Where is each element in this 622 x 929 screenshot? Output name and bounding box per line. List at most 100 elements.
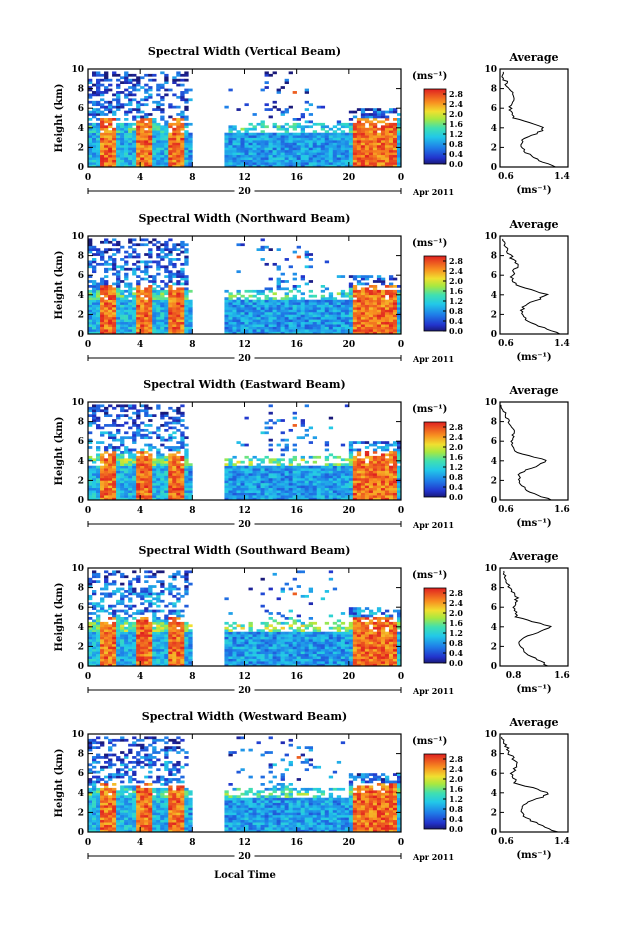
heatmap-cell	[96, 492, 101, 496]
heatmap-cell	[288, 473, 293, 476]
heatmap-cell	[88, 319, 93, 323]
heatmap-cell	[280, 110, 285, 114]
heatmap-cell	[160, 331, 165, 335]
heatmap-cell	[128, 86, 133, 89]
heatmap-cell	[92, 132, 97, 136]
heatmap-cell	[352, 122, 358, 126]
heatmap-cell	[120, 441, 125, 444]
heatmap-cell	[188, 159, 193, 163]
heatmap-cell	[236, 324, 241, 327]
heatmap-cell	[264, 492, 269, 496]
heatmap-cell	[368, 302, 374, 305]
heatmap-cell	[136, 108, 141, 111]
heatmap-cell	[264, 245, 269, 249]
colorbar-tick-label: 2.8	[449, 422, 463, 432]
heatmap-cell	[172, 492, 177, 496]
heatmap-cell	[100, 285, 105, 288]
heatmap-cell	[252, 144, 257, 148]
heatmap-cell	[148, 159, 153, 163]
heatmap-cell	[184, 319, 189, 323]
heatmap-cell	[336, 144, 342, 148]
heatmap-cell	[272, 458, 277, 462]
heatmap-cell	[384, 140, 390, 143]
heatmap-cell	[228, 458, 233, 462]
heatmap-cell	[248, 480, 253, 484]
heatmap-cell	[184, 470, 189, 474]
heatmap-cell	[228, 316, 233, 320]
day-label-bg	[234, 185, 255, 195]
heatmap-cell	[380, 140, 386, 143]
heatmap-cell	[116, 83, 121, 87]
heatmap-cell	[260, 162, 265, 165]
heatmap-cell	[368, 297, 374, 300]
heatmap-cell	[112, 282, 117, 286]
heatmap-cell	[128, 108, 133, 111]
heatmap-cell	[100, 137, 105, 141]
heatmap-cell	[120, 265, 125, 269]
heatmap-cell	[388, 475, 394, 479]
heatmap-cell	[336, 463, 342, 466]
heatmap-cell	[180, 438, 185, 442]
heatmap-cell	[124, 497, 129, 501]
heatmap-cell	[140, 490, 145, 493]
heatmap-cell	[168, 147, 173, 151]
heatmap-cell	[176, 475, 181, 479]
heatmap-cell	[96, 302, 101, 305]
heatmap-cell	[160, 258, 165, 261]
heatmap-cell	[280, 309, 285, 313]
heatmap-cell	[140, 316, 145, 320]
heatmap-cell	[160, 414, 165, 417]
profile-title: Average	[508, 218, 558, 231]
heatmap-cell	[128, 475, 133, 479]
heatmap-cell	[268, 157, 273, 160]
heatmap-cell	[376, 302, 382, 305]
heatmap-cell	[284, 292, 289, 296]
heatmap-cell	[396, 304, 402, 308]
heatmap-cell	[244, 475, 249, 479]
heatmap-cell	[244, 127, 249, 131]
heatmap-cell	[96, 473, 101, 476]
heatmap-cell	[172, 463, 177, 466]
heatmap-cell	[92, 93, 97, 97]
heatmap-cell	[168, 277, 173, 281]
heatmap-cell	[100, 73, 105, 77]
heatmap-cell	[320, 329, 326, 332]
heatmap-cell	[112, 624, 117, 628]
heatmap-cell	[384, 324, 390, 327]
heatmap-cell	[248, 299, 253, 303]
profile-y-tick-label: 0	[491, 330, 497, 340]
heatmap-cell	[256, 304, 261, 308]
heatmap-cell	[276, 495, 281, 498]
heatmap-cell	[344, 142, 350, 146]
heatmap-cell	[96, 626, 101, 630]
heatmap-cell	[224, 475, 229, 479]
heatmap-cell	[248, 132, 253, 136]
heatmap-cell	[248, 137, 253, 141]
heatmap-cell	[332, 321, 338, 325]
heatmap-cell	[176, 465, 181, 469]
heatmap-cell	[252, 475, 257, 479]
heatmap-cell	[100, 118, 105, 121]
heatmap-cell	[120, 127, 125, 131]
heatmap-cell	[160, 299, 165, 303]
heatmap-cell	[92, 604, 97, 608]
heatmap-cell	[104, 663, 109, 667]
heatmap-cell	[144, 125, 149, 129]
heatmap-cell	[308, 137, 314, 141]
heatmap-cell	[296, 492, 301, 496]
heatmap-cell	[176, 470, 181, 474]
heatmap-cell	[116, 621, 121, 625]
heatmap-cell	[144, 159, 149, 163]
heatmap-cell	[236, 460, 241, 464]
heatmap-cell	[340, 463, 346, 466]
heatmap-cell	[360, 275, 366, 278]
heatmap-cell	[276, 443, 281, 447]
heatmap-cell	[352, 130, 358, 133]
heatmap-cell	[180, 91, 185, 94]
heatmap-cell	[120, 409, 125, 413]
heatmap-cell	[328, 324, 334, 327]
heatmap-cell	[108, 477, 113, 481]
heatmap-cell	[268, 248, 273, 251]
heatmap-cell	[324, 137, 330, 141]
heatmap-cell	[320, 490, 326, 493]
